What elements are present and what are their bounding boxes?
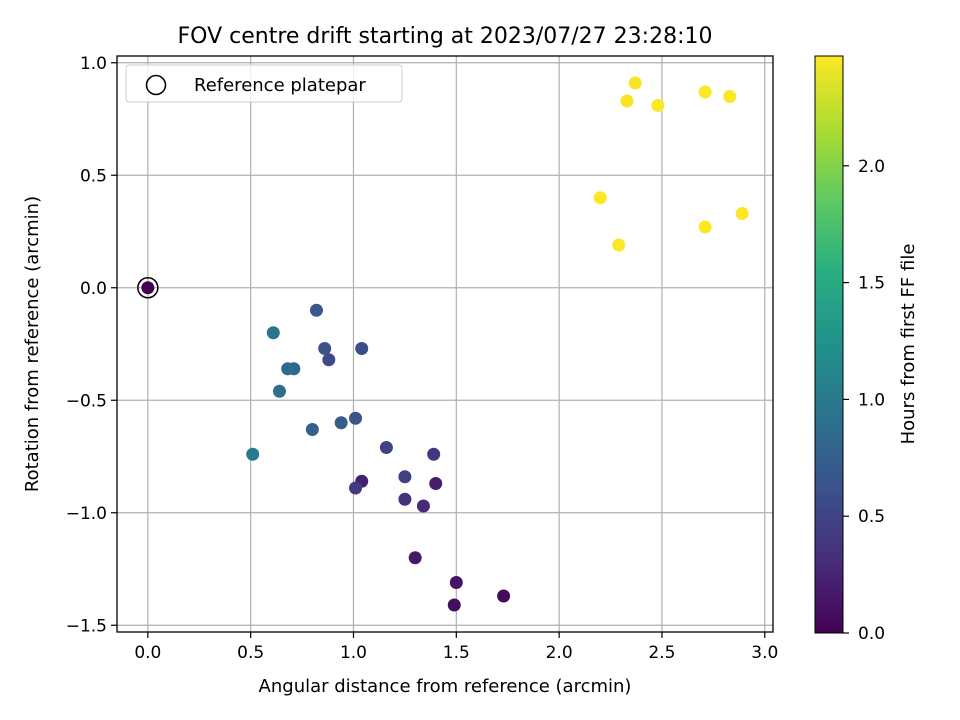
x-tick-label: 3.0	[751, 643, 778, 663]
colorbar-tick-label: 1.5	[858, 274, 885, 294]
data-point	[408, 551, 422, 565]
legend-label-reference: Reference platepar	[194, 75, 366, 96]
data-point	[266, 326, 280, 340]
plot-frame	[116, 55, 774, 633]
legend-marker-reference	[145, 74, 167, 96]
data-point	[398, 492, 412, 506]
x-tick-label: 0.5	[237, 643, 264, 663]
data-point	[281, 362, 295, 376]
x-tick-label: 1.0	[340, 643, 367, 663]
data-point	[651, 99, 665, 112]
y-tick-label: −1.0	[66, 504, 107, 524]
data-point	[246, 447, 260, 461]
y-axis-label: Rotation from reference (arcmin)	[22, 196, 43, 492]
data-point	[309, 303, 323, 317]
colorbar-label: Hours from first FF file	[898, 244, 919, 445]
x-axis-label: Angular distance from reference (arcmin)	[259, 676, 632, 697]
data-point	[698, 85, 712, 99]
data-point	[355, 342, 369, 355]
colorbar-tick-label: 1.0	[858, 390, 885, 410]
data-point	[447, 598, 461, 612]
y-tick-label: 1.0	[80, 54, 107, 74]
x-tick-label: 0.0	[134, 643, 161, 663]
y-tick-label: 0.5	[80, 166, 107, 186]
y-tick-label: −1.5	[66, 616, 107, 636]
chart-title: FOV centre drift starting at 2023/07/27 …	[178, 24, 713, 49]
data-point	[334, 416, 348, 430]
data-point	[318, 342, 332, 355]
data-point	[305, 423, 319, 436]
data-point	[429, 477, 443, 490]
colorbar-tick-label: 0.0	[858, 624, 885, 644]
data-point	[620, 94, 634, 108]
data-point	[593, 191, 607, 205]
x-tick-label: 2.0	[546, 643, 573, 663]
data-point	[322, 353, 336, 367]
legend-box	[125, 64, 403, 103]
data-point	[349, 481, 363, 495]
y-tick-label: −0.5	[66, 391, 107, 411]
y-tick-label: 0.0	[80, 279, 107, 299]
data-point	[379, 441, 393, 454]
data-point	[628, 76, 642, 90]
x-axis-ticks: 0.0 0.5 1.0 1.5 2.0 2.5 3.0	[134, 632, 778, 663]
data-point	[141, 281, 155, 295]
colorbar-tick-label: 2.0	[858, 157, 885, 177]
x-tick-label: 2.5	[648, 643, 675, 663]
data-point	[349, 411, 363, 425]
data-point	[497, 589, 511, 603]
colorbar-ticks: 0.0 0.5 1.0 1.5 2.0	[843, 157, 885, 644]
data-point	[416, 499, 430, 513]
data-point	[272, 384, 286, 398]
x-tick-label: 1.5	[443, 643, 470, 663]
y-axis-ticks: −1.5 −1.0 −0.5 0.0 0.5 1.0	[66, 54, 117, 636]
colorbar: 0.0 0.5 1.0 1.5 2.0 Hours from first FF file	[814, 55, 919, 644]
data-point	[612, 238, 626, 252]
data-point	[698, 220, 712, 234]
data-point	[449, 576, 463, 589]
colorbar-tick-label: 0.5	[858, 507, 885, 527]
colorbar-gradient	[814, 55, 844, 634]
legend: Reference platepar	[125, 64, 403, 103]
data-point	[427, 447, 441, 461]
data-point	[735, 207, 749, 220]
data-point	[723, 90, 737, 103]
grid	[117, 56, 773, 632]
data-points	[137, 76, 749, 612]
reference-marker	[137, 277, 159, 299]
data-point	[398, 470, 412, 484]
